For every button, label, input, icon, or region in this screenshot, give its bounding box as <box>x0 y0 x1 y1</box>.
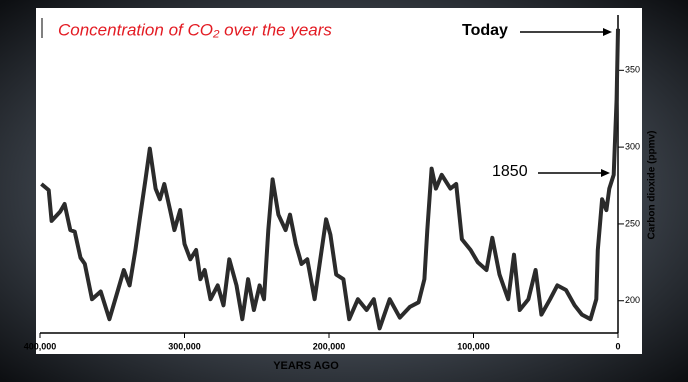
y-tick-label: 250 <box>625 218 640 228</box>
x-tick-label: 400,000 <box>24 341 57 351</box>
annotation: 1850 <box>492 163 528 180</box>
x-axis-label: YEARS AGO <box>273 360 339 372</box>
x-tick-label: 0 <box>615 341 620 351</box>
x-tick-label: 200,000 <box>313 341 346 351</box>
y-axis-label: Carbon dioxide (ppmv) <box>647 131 658 240</box>
page: Concentration of CO₂ over the years Toda… <box>0 0 688 382</box>
x-tick-label: 100,000 <box>457 341 490 351</box>
y-tick-label: 200 <box>625 295 640 305</box>
y-tick-label: 300 <box>625 141 640 151</box>
y-tick-label: 350 <box>625 65 640 75</box>
annotation: Today <box>462 22 508 39</box>
chart: Concentration of CO₂ over the years Toda… <box>0 0 688 382</box>
plot-panel <box>36 8 642 354</box>
x-tick-label: 300,000 <box>168 341 201 351</box>
chart-title: Concentration of CO₂ over the years <box>58 20 332 39</box>
